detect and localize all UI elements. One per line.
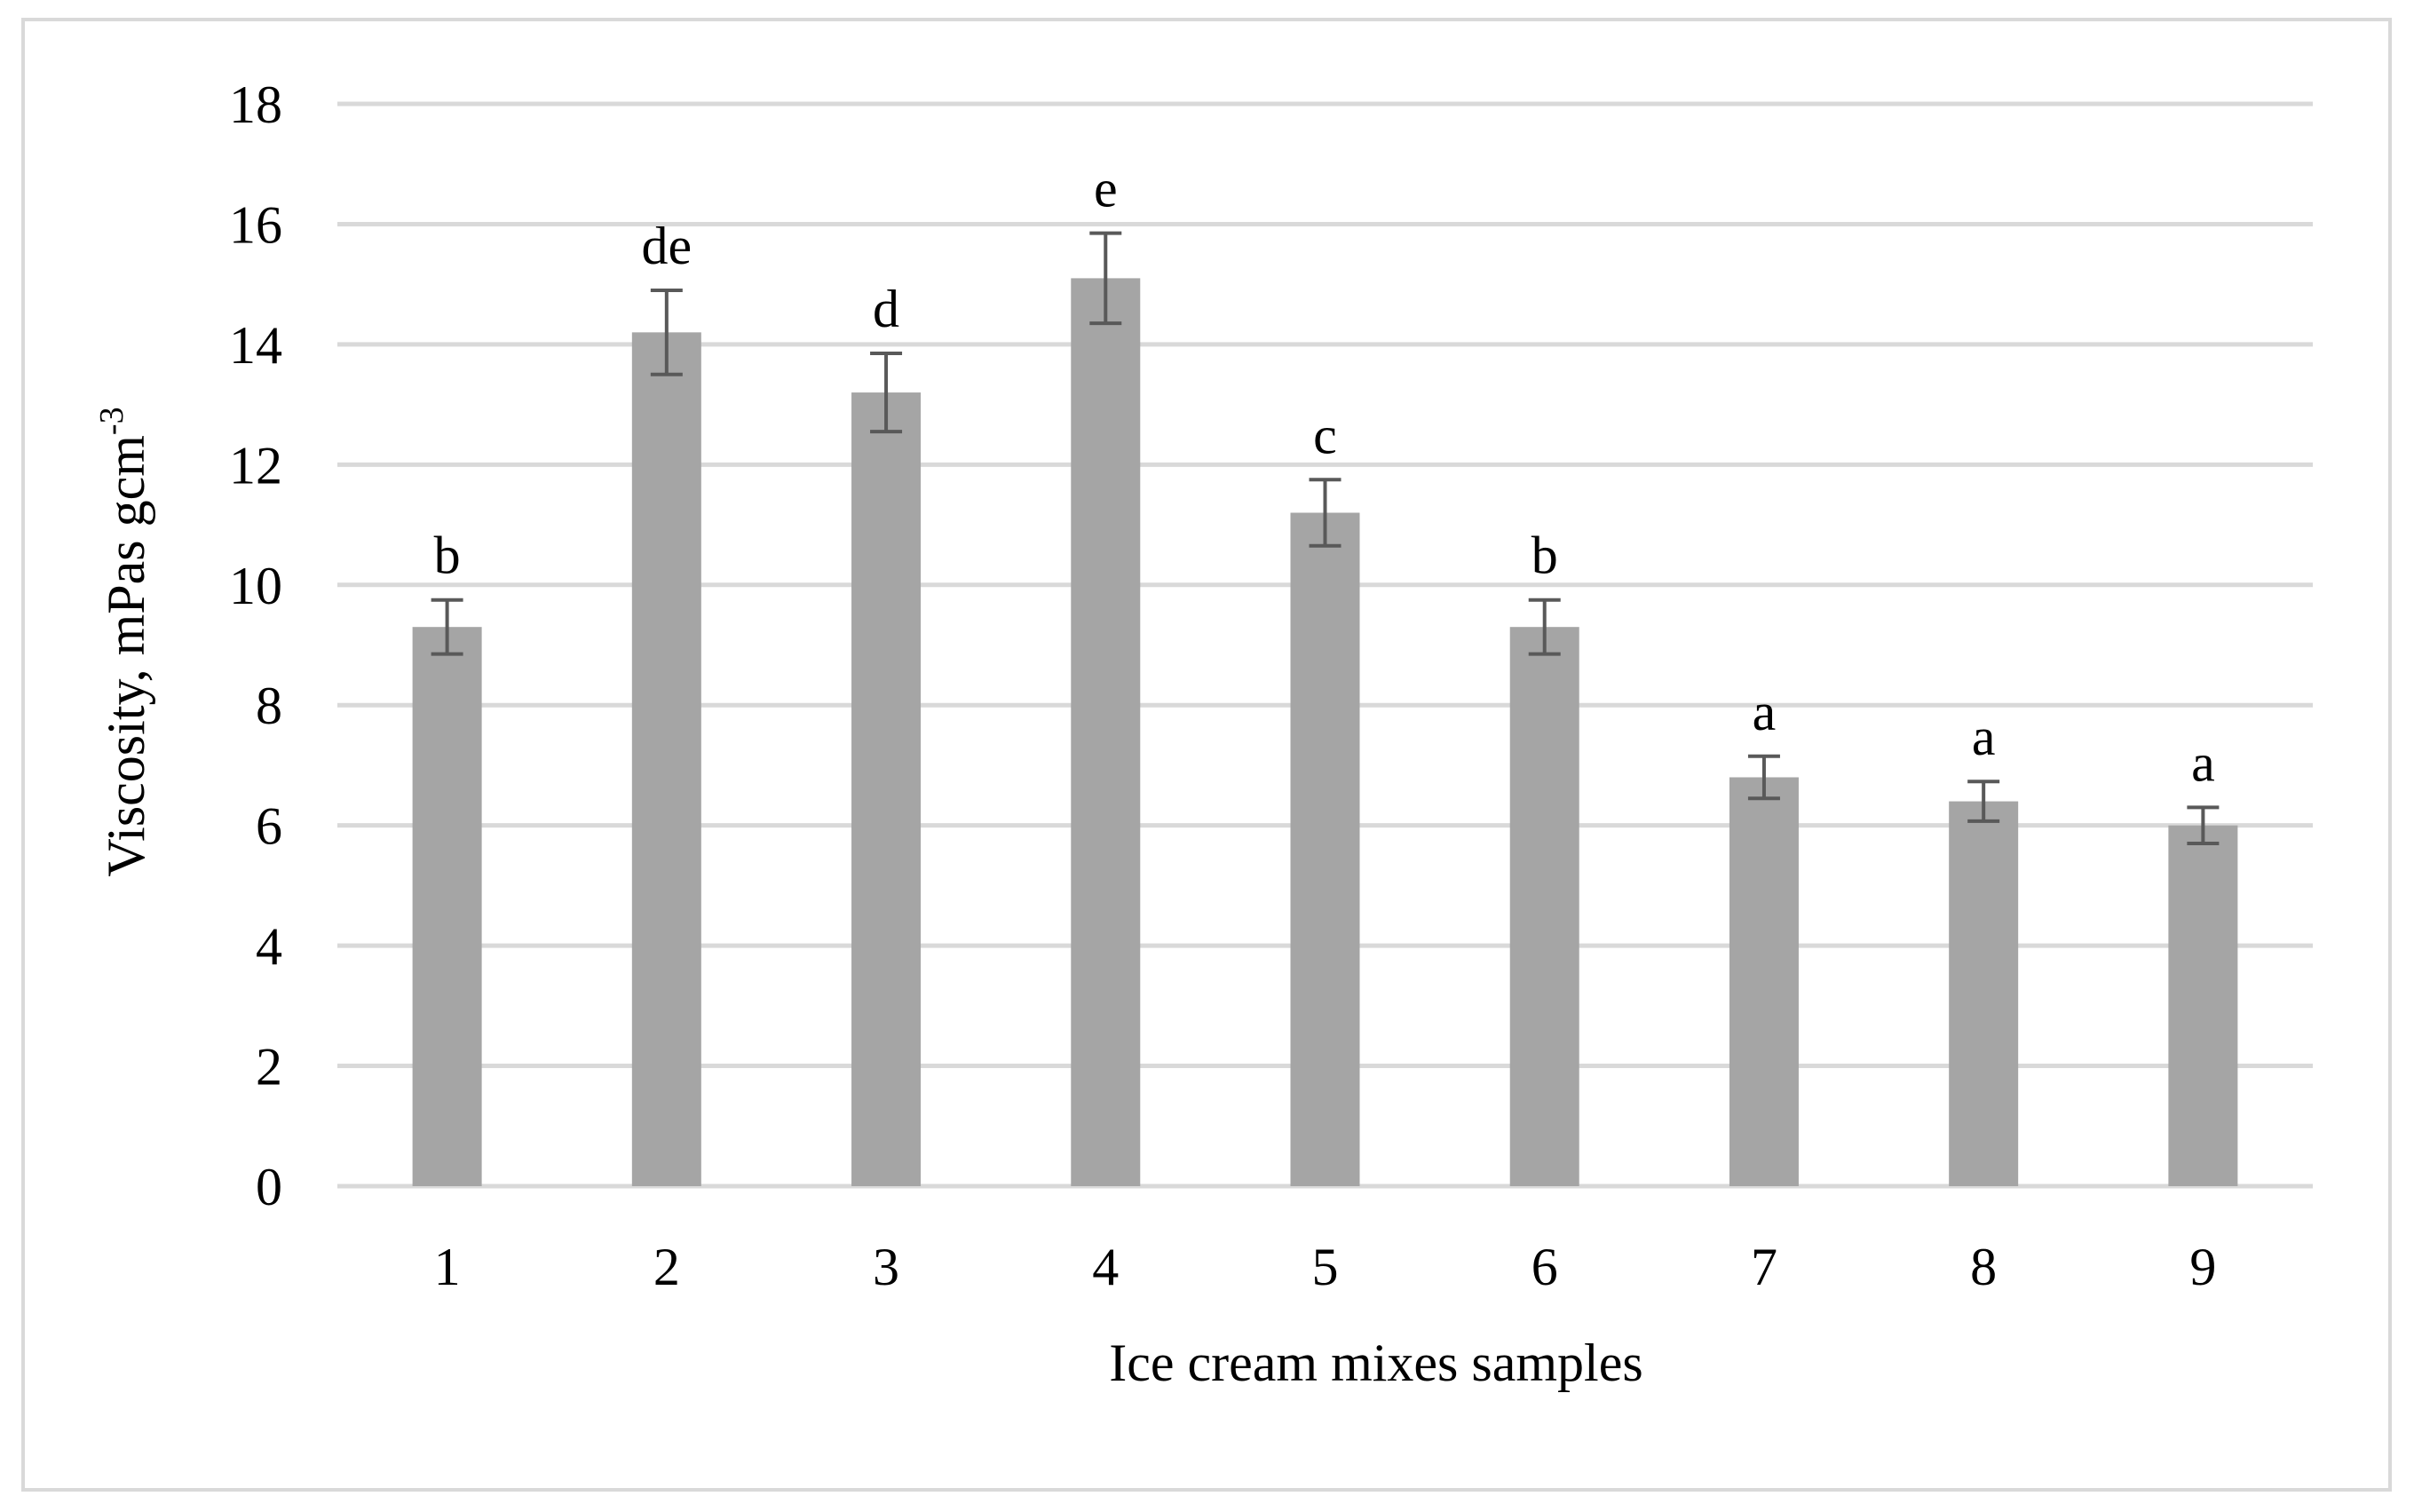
bar [1949,801,2019,1186]
y-tick-label: 6 [256,797,282,856]
bar [631,332,701,1186]
x-tick-label: 2 [653,1238,680,1296]
significance-label: a [1753,683,1777,741]
x-axis-title: Ice cream mixes samples [1109,1334,1642,1392]
significance-label: b [1532,526,1558,585]
y-tick-labels: 0 2 4 6 8 10 12 14 16 18 [229,75,282,1216]
y-tick-label: 4 [256,917,282,976]
significance-label: b [434,526,461,585]
y-tick-label: 10 [229,557,282,615]
y-tick-label: 12 [229,436,282,495]
bar [1290,512,1360,1186]
x-tick-label: 3 [873,1238,899,1296]
x-tick-label: 8 [1970,1238,1997,1296]
x-tick-label: 4 [1092,1238,1119,1296]
x-tick-label: 1 [434,1238,461,1296]
bar [1729,777,1799,1186]
significance-label: de [642,217,693,275]
y-axis-title: Viscosity, mPas gcm-3 [93,407,155,876]
x-tick-label: 7 [1751,1238,1777,1296]
y-tick-label: 8 [256,677,282,735]
bar [412,627,482,1186]
y-tick-label: 0 [256,1158,282,1216]
x-tick-labels: 1 2 3 4 5 6 7 8 9 [434,1238,2217,1296]
significance-label: c [1313,406,1337,464]
y-tick-label: 16 [229,195,282,254]
error-bars [431,231,2220,845]
y-tick-label: 18 [229,75,282,134]
bar [2168,825,2238,1186]
y-axis-title-superscript: -3 [93,407,131,435]
significance-label: d [873,280,899,338]
bars [412,278,2238,1187]
bar [851,392,922,1187]
x-tick-label: 6 [1532,1238,1558,1296]
significance-label: a [1972,708,1996,766]
x-tick-label: 9 [2189,1238,2216,1296]
y-tick-label: 14 [229,316,282,375]
y-tick-label: 2 [256,1038,282,1096]
x-tick-label: 5 [1312,1238,1339,1296]
y-axis-title-text: Viscosity, mPas gcm [97,435,155,877]
bar [1071,278,1141,1187]
bar [1509,627,1579,1186]
significance-label: e [1094,160,1118,218]
significance-label: a [2191,733,2215,792]
